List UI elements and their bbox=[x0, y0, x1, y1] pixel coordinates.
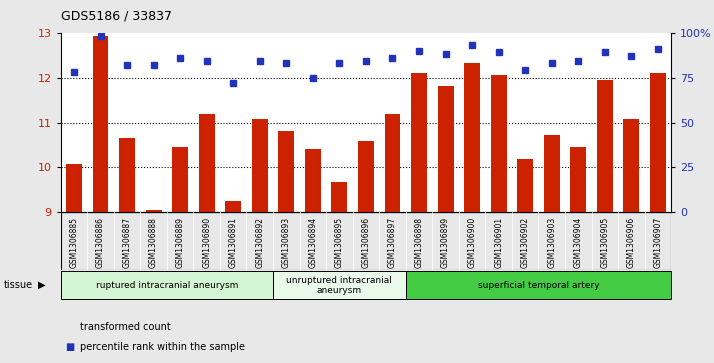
Bar bbox=[198, 114, 215, 212]
FancyBboxPatch shape bbox=[406, 271, 671, 299]
Text: GSM1306904: GSM1306904 bbox=[574, 217, 583, 268]
Text: ruptured intracranial aneurysm: ruptured intracranial aneurysm bbox=[96, 281, 238, 290]
Bar bbox=[358, 141, 374, 212]
Bar bbox=[650, 73, 666, 212]
Text: GSM1306905: GSM1306905 bbox=[600, 217, 609, 268]
Text: GSM1306907: GSM1306907 bbox=[653, 217, 663, 268]
Bar bbox=[66, 164, 82, 212]
Bar bbox=[331, 182, 347, 212]
Bar bbox=[252, 119, 268, 212]
Text: GSM1306899: GSM1306899 bbox=[441, 217, 450, 268]
Bar bbox=[491, 76, 507, 212]
Text: tissue: tissue bbox=[4, 280, 33, 290]
Bar bbox=[411, 73, 427, 212]
Bar bbox=[278, 131, 294, 212]
Text: GSM1306894: GSM1306894 bbox=[308, 217, 317, 268]
Text: GSM1306906: GSM1306906 bbox=[627, 217, 636, 268]
Text: GSM1306891: GSM1306891 bbox=[228, 217, 238, 268]
Text: GSM1306901: GSM1306901 bbox=[494, 217, 503, 268]
Text: superficial temporal artery: superficial temporal artery bbox=[478, 281, 599, 290]
Bar bbox=[305, 148, 321, 212]
Text: GSM1306886: GSM1306886 bbox=[96, 217, 105, 268]
Bar bbox=[61, 212, 671, 270]
Text: GSM1306889: GSM1306889 bbox=[176, 217, 185, 268]
Bar bbox=[93, 36, 109, 212]
Text: GSM1306900: GSM1306900 bbox=[468, 217, 476, 268]
Text: GSM1306897: GSM1306897 bbox=[388, 217, 397, 268]
Text: ■: ■ bbox=[65, 342, 74, 352]
Text: GSM1306890: GSM1306890 bbox=[202, 217, 211, 268]
FancyBboxPatch shape bbox=[61, 271, 273, 299]
FancyBboxPatch shape bbox=[273, 271, 406, 299]
Bar bbox=[225, 201, 241, 212]
Text: GSM1306892: GSM1306892 bbox=[256, 217, 264, 268]
Bar bbox=[544, 135, 560, 212]
Bar bbox=[438, 86, 453, 212]
Text: GSM1306896: GSM1306896 bbox=[361, 217, 371, 268]
Text: GSM1306885: GSM1306885 bbox=[69, 217, 79, 268]
Bar bbox=[172, 147, 188, 212]
Text: ▶: ▶ bbox=[38, 280, 45, 290]
Bar bbox=[119, 138, 135, 212]
Text: GSM1306903: GSM1306903 bbox=[547, 217, 556, 268]
Text: unruptured intracranial
aneurysm: unruptured intracranial aneurysm bbox=[286, 276, 392, 295]
Text: GSM1306887: GSM1306887 bbox=[123, 217, 131, 268]
Bar bbox=[146, 210, 161, 212]
Text: GSM1306888: GSM1306888 bbox=[149, 217, 158, 268]
Text: GSM1306902: GSM1306902 bbox=[521, 217, 530, 268]
Text: percentile rank within the sample: percentile rank within the sample bbox=[80, 342, 245, 352]
Text: GDS5186 / 33837: GDS5186 / 33837 bbox=[61, 9, 171, 22]
Bar bbox=[570, 147, 586, 212]
Bar bbox=[385, 114, 401, 212]
Text: GSM1306895: GSM1306895 bbox=[335, 217, 344, 268]
Text: transformed count: transformed count bbox=[80, 322, 171, 332]
Text: GSM1306898: GSM1306898 bbox=[415, 217, 423, 268]
Bar bbox=[623, 119, 639, 212]
Text: GSM1306893: GSM1306893 bbox=[282, 217, 291, 268]
Bar bbox=[517, 159, 533, 212]
Bar bbox=[597, 80, 613, 212]
Bar bbox=[464, 63, 480, 212]
